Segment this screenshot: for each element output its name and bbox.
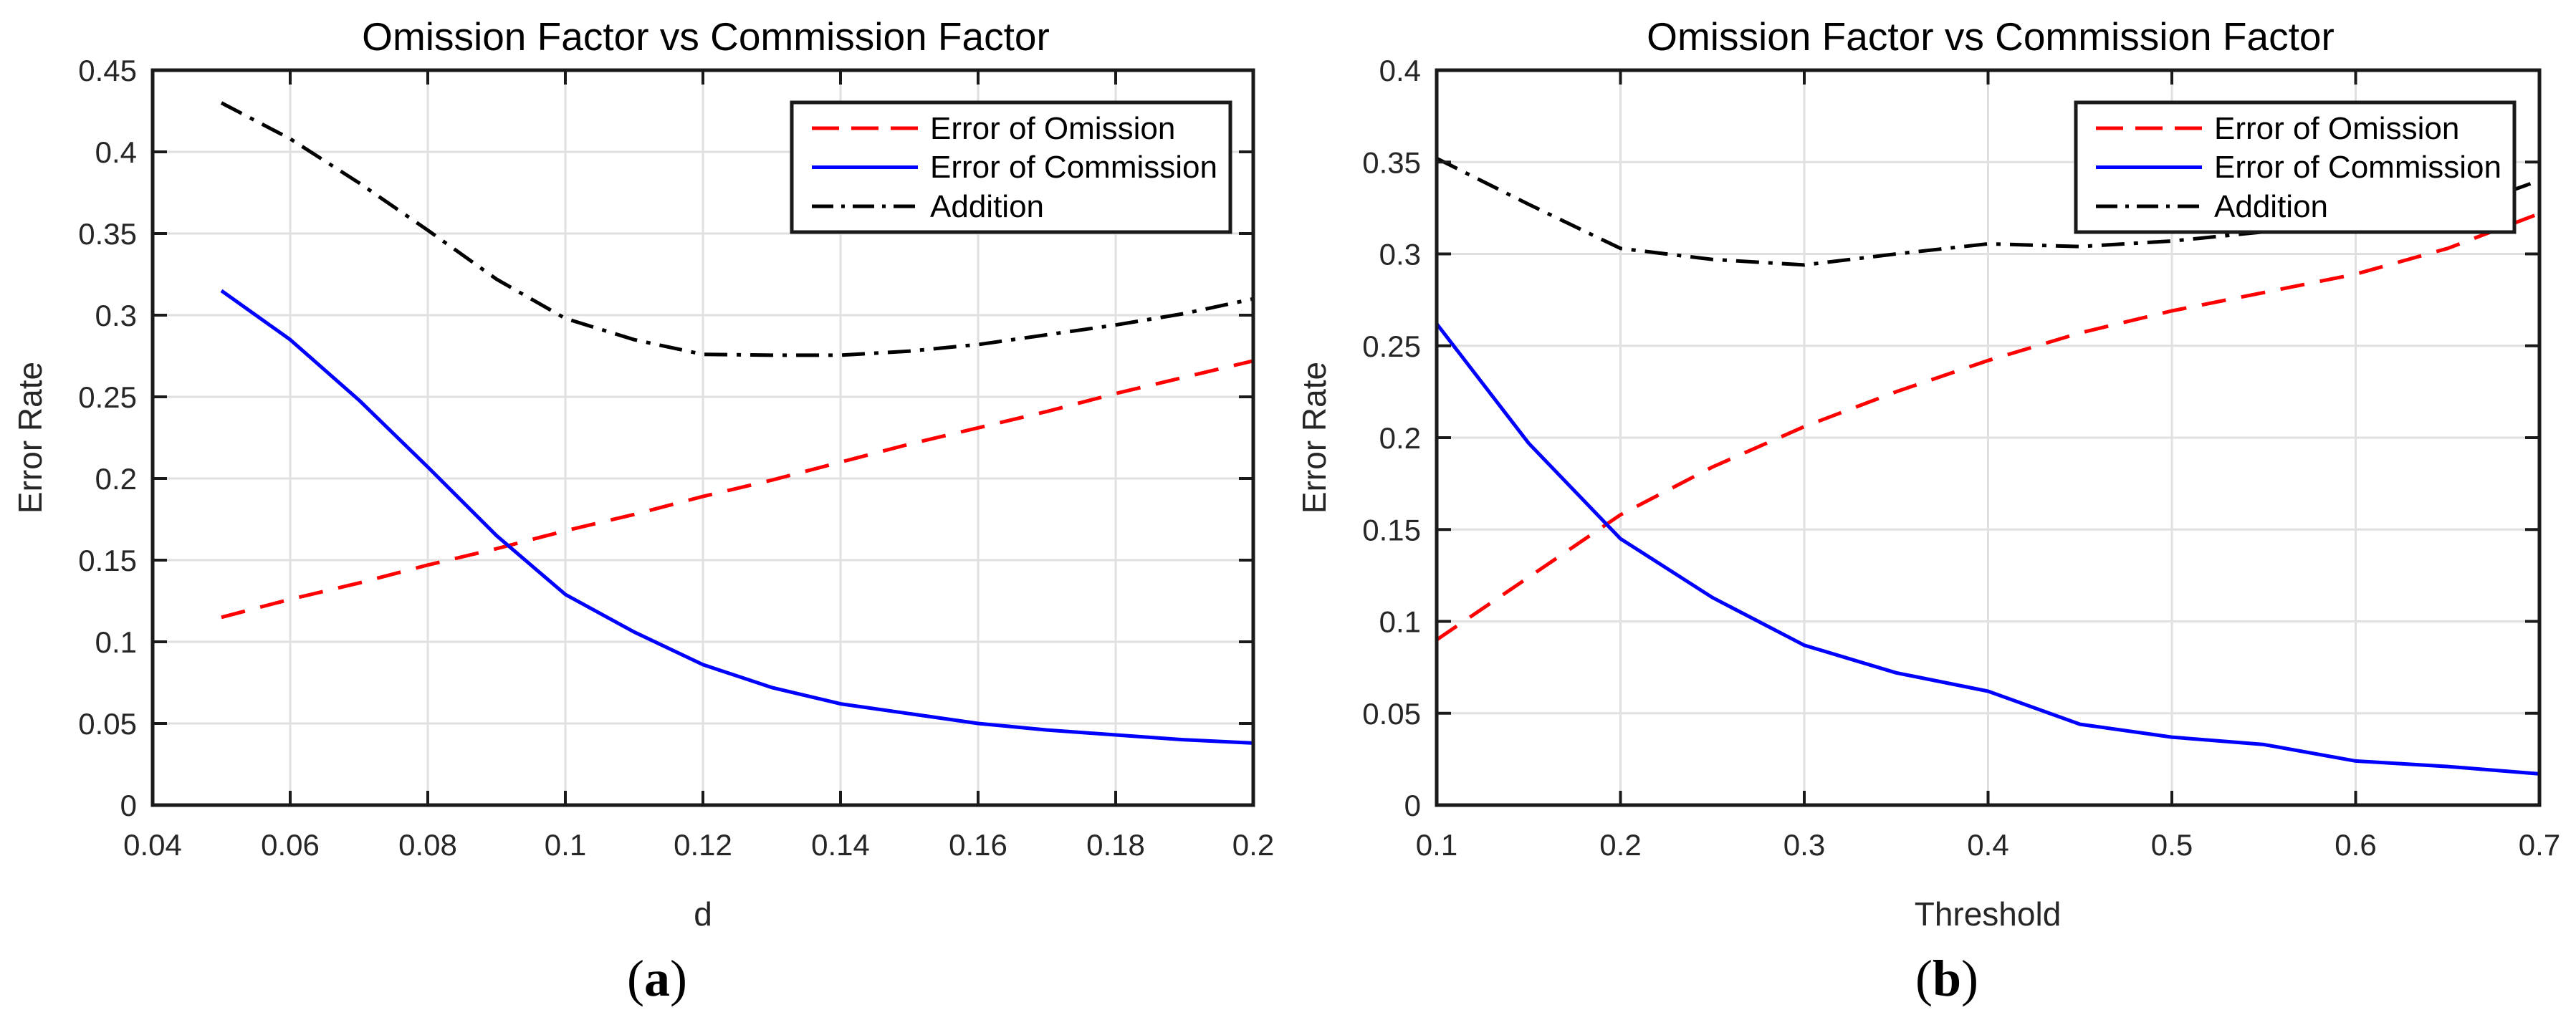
y-tick-label: 0.4 — [1379, 54, 1421, 87]
x-tick-label: 0.1 — [1416, 828, 1457, 862]
x-tick-label: 0.7 — [2519, 828, 2560, 862]
addition-curve — [220, 101, 1254, 357]
legend-b: Error of Omission Error of Commission Ad… — [2074, 100, 2517, 234]
y-tick-label: 0.25 — [1362, 329, 1421, 363]
curves-b — [1435, 156, 2540, 776]
y-tick-label: 0.25 — [78, 380, 137, 414]
y-tick-label: 0.45 — [78, 54, 137, 87]
y-tick-label: 0.3 — [95, 299, 137, 332]
error-of-commission-curve — [1435, 322, 2540, 776]
x-tick-label: 0.4 — [1967, 828, 2008, 862]
x-tick-label: 0.3 — [1783, 828, 1825, 862]
x-tick-label: 0.1 — [545, 828, 586, 862]
axes-box-a — [150, 68, 1255, 807]
y-tick-label: 0.4 — [95, 135, 137, 169]
error-of-omission-curve — [1435, 211, 2540, 642]
y-tick-label: 0.15 — [1362, 513, 1421, 547]
legend-label-omission-a: Error of Omission — [930, 111, 1175, 146]
curves-a — [220, 101, 1254, 745]
caption-b: (b) — [1915, 950, 1978, 1007]
x-tick-label: 0.12 — [674, 828, 732, 862]
chart-title-b: Omission Factor vs Commission Factor — [1647, 14, 2335, 59]
legend-label-commission-a: Error of Commission — [930, 150, 1217, 185]
legend-label-addition-a: Addition — [930, 189, 1044, 224]
chart-title-a: Omission Factor vs Commission Factor — [362, 14, 1050, 59]
legend-box-b — [2074, 100, 2517, 234]
y-tick-label: 0 — [120, 789, 137, 822]
panel-a: 0.04 0.06 0.08 0.1 0.12 0.14 0.16 0.18 0.2 0 0.05 0… — [11, 14, 1274, 1007]
y-tick-label: 0.35 — [1362, 145, 1421, 179]
y-tick-label: 0.2 — [95, 462, 137, 496]
panel-b: 0.1 0.2 0.3 0.4 0.5 0.6 0.7 0 0.05 0.1 0.15 0.2 0.25… — [1296, 14, 2560, 1007]
x-axis-label-b: Threshold — [1915, 895, 2062, 933]
legend-label-addition-b: Addition — [2214, 189, 2328, 224]
y-tick-label: 0 — [1404, 789, 1421, 822]
x-tick-label: 0.18 — [1086, 828, 1145, 862]
y-tick-label: 0.05 — [1362, 697, 1421, 731]
y-axis-label-a: Error Rate — [11, 362, 49, 514]
y-tick-label: 0.1 — [1379, 605, 1421, 639]
y-tick-label: 0.05 — [78, 707, 137, 741]
y-tick-label: 0.35 — [78, 217, 137, 251]
caption-a: (a) — [627, 950, 687, 1007]
error-of-commission-curve — [220, 289, 1254, 745]
y-tick-label: 0.3 — [1379, 238, 1421, 271]
legend-a: Error of Omission Error of Commission Ad… — [790, 100, 1232, 234]
y-tick-label: 0.1 — [95, 625, 137, 659]
x-axis-label-a: d — [694, 895, 712, 933]
x-tick-label: 0.2 — [1232, 828, 1274, 862]
grid-a — [151, 69, 1255, 807]
tick-labels-a: 0.04 0.06 0.08 0.1 0.12 0.14 0.16 0.18 0.2 0 0.05 0… — [78, 54, 1274, 862]
x-tick-label: 0.2 — [1599, 828, 1641, 862]
axes-box-b — [1435, 68, 2542, 807]
y-tick-label: 0.2 — [1379, 421, 1421, 455]
x-tick-label: 0.16 — [949, 828, 1007, 862]
legend-label-commission-b: Error of Commission — [2214, 150, 2501, 185]
x-tick-label: 0.14 — [811, 828, 870, 862]
tick-labels-b: 0.1 0.2 0.3 0.4 0.5 0.6 0.7 0 0.05 0.1 0.15 0.2 0.25… — [1362, 54, 2560, 862]
x-tick-label: 0.04 — [123, 828, 182, 862]
x-tick-label: 0.06 — [261, 828, 320, 862]
addition-curve — [1435, 156, 2540, 267]
x-tick-label: 0.5 — [2151, 828, 2193, 862]
x-tick-label: 0.6 — [2335, 828, 2376, 862]
y-tick-label: 0.15 — [78, 544, 137, 577]
y-axis-label-b: Error Rate — [1296, 362, 1333, 514]
error-of-omission-curve — [221, 359, 1254, 620]
x-tick-label: 0.08 — [398, 828, 457, 862]
legend-label-omission-b: Error of Omission — [2214, 111, 2459, 146]
